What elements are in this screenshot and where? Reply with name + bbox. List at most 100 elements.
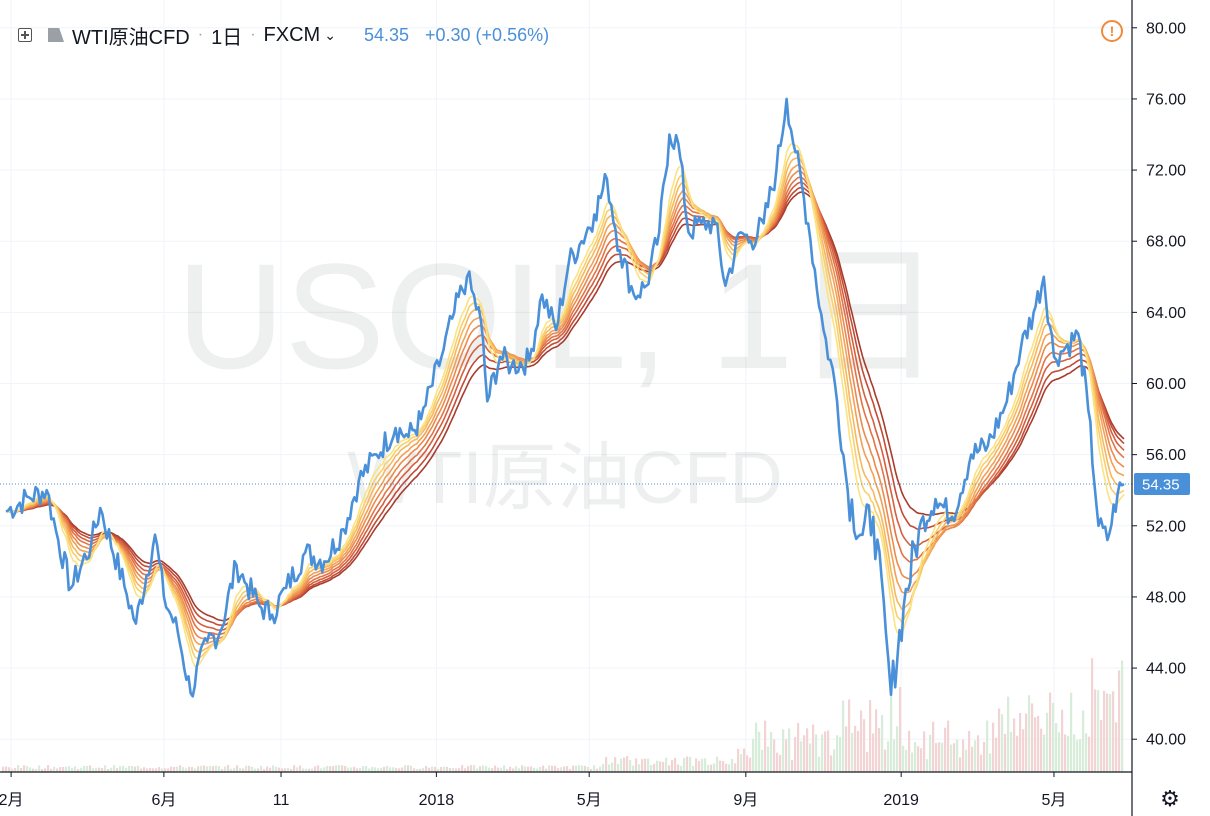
last-price-label: 54.35 xyxy=(1134,472,1190,495)
volume-bar xyxy=(857,730,860,772)
interval-label[interactable]: 1日 xyxy=(211,26,243,49)
x-tick-label: 9月 xyxy=(733,792,758,809)
volume-bar xyxy=(611,762,614,772)
volume-bar xyxy=(164,768,167,772)
volume-bar xyxy=(68,766,71,772)
volume-bar xyxy=(1100,720,1103,772)
volume-bar xyxy=(500,767,503,772)
x-tick-label: 11 xyxy=(273,792,290,809)
symbol-name[interactable]: WTI原油CFD xyxy=(72,26,190,49)
volume-bar xyxy=(491,768,494,772)
volume-bar xyxy=(548,765,551,772)
volume-bar xyxy=(299,765,302,772)
volume-bar xyxy=(602,764,605,772)
volume-bar xyxy=(791,759,794,772)
volume-bar xyxy=(833,749,836,772)
volume-bar xyxy=(881,714,884,772)
volume-bar xyxy=(773,739,776,772)
volume-bar xyxy=(131,766,134,772)
volume-bar xyxy=(1103,690,1106,772)
volume-bar xyxy=(794,736,797,772)
volume-bar xyxy=(920,748,923,772)
volume-bar xyxy=(851,732,854,772)
volume-bar xyxy=(386,765,389,772)
volume-bar xyxy=(989,753,992,772)
chevron-down-icon[interactable]: ⌄ xyxy=(324,26,336,43)
volume-bar xyxy=(107,768,110,772)
volume-bar xyxy=(767,746,770,772)
alert-circle-icon[interactable]: ! xyxy=(1101,20,1123,42)
volume-bar xyxy=(173,766,176,772)
volume-bar xyxy=(665,757,668,772)
volume-bar xyxy=(443,766,446,772)
volume-bar xyxy=(596,768,599,772)
ma-ribbon xyxy=(5,142,1125,667)
x-tick-label: 6月 xyxy=(151,792,176,809)
volume-bar xyxy=(485,766,488,772)
volume-bar xyxy=(584,765,587,772)
plus-box-icon[interactable] xyxy=(18,28,32,42)
volume-bar xyxy=(629,760,632,772)
volume-bar xyxy=(551,765,554,772)
last-price: 54.35 xyxy=(363,24,409,45)
volume-bar xyxy=(599,766,602,772)
volume-bar xyxy=(446,766,449,772)
volume-bar xyxy=(74,766,77,772)
volume-bar xyxy=(47,765,50,772)
volume-bar xyxy=(650,765,653,772)
volume-bar xyxy=(137,765,140,772)
volume-bar xyxy=(101,768,104,772)
volume-bar xyxy=(377,768,380,772)
volume-bar xyxy=(194,768,197,772)
flag-icon[interactable] xyxy=(48,28,64,42)
price-line[interactable] xyxy=(5,97,1125,698)
volume-bar xyxy=(608,764,611,772)
volume-bar xyxy=(671,760,674,772)
exchange-label[interactable]: FXCM xyxy=(263,23,321,46)
volume-bar xyxy=(179,765,182,772)
volume-bar xyxy=(170,766,173,772)
volume-bar xyxy=(884,749,887,772)
volume-bar xyxy=(224,766,227,772)
volume-bar xyxy=(953,743,956,772)
gear-icon[interactable]: ⚙ xyxy=(1160,786,1180,811)
volume-bar xyxy=(1073,734,1076,772)
volume-bar xyxy=(926,759,929,772)
volume-bar xyxy=(899,687,902,772)
volume-bar xyxy=(686,756,689,772)
volume-bar xyxy=(1064,734,1067,772)
ma-line xyxy=(5,156,1125,653)
volume-bar xyxy=(317,765,320,772)
volume-bar xyxy=(875,709,878,772)
volume-bar xyxy=(854,725,857,772)
volume-bar xyxy=(776,752,779,772)
volume-bar xyxy=(503,765,506,772)
volume-bar xyxy=(32,768,35,772)
volume-bar xyxy=(971,746,974,772)
volume-bar xyxy=(638,764,641,772)
volume-bar xyxy=(497,767,500,772)
price-change: +0.30 (+0.56%) xyxy=(425,24,550,45)
volume-bar xyxy=(824,731,827,772)
volume-bar xyxy=(569,768,572,772)
volume-bar xyxy=(944,727,947,772)
volume-bar xyxy=(563,766,566,772)
volume-bar xyxy=(200,765,203,772)
volume-bar xyxy=(761,750,764,772)
volume-bar xyxy=(728,764,731,772)
volume-bar xyxy=(449,768,452,772)
volume-bar xyxy=(389,767,392,772)
volume-bar xyxy=(125,767,128,772)
volume-bar xyxy=(1040,728,1043,772)
volume-bar xyxy=(395,767,398,772)
x-tick-label: 2019 xyxy=(883,792,919,809)
volume-bar xyxy=(932,721,935,772)
volume-bar xyxy=(578,765,581,772)
volume-bar xyxy=(518,768,521,772)
volume-bar xyxy=(230,768,233,772)
volume-bar xyxy=(470,765,473,772)
ma-line xyxy=(5,170,1125,640)
y-tick-label: 72.00 xyxy=(1146,163,1186,180)
volume-bar xyxy=(92,768,95,772)
